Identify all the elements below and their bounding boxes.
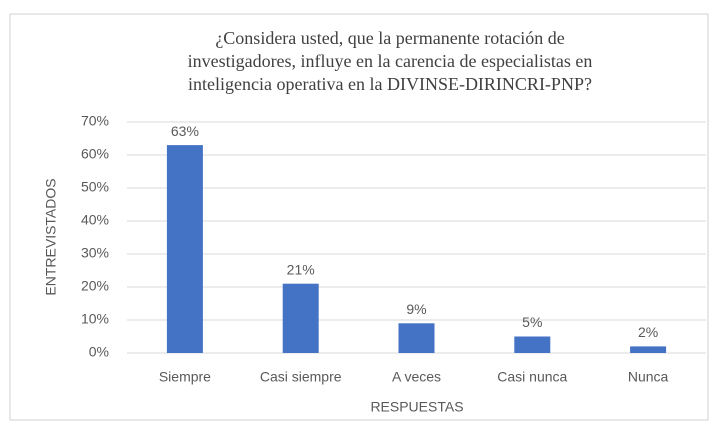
data-label: 2% [638,324,658,340]
y-tick-label: 70% [81,113,109,129]
bar [630,346,667,353]
bar [166,145,203,353]
x-tick-label: Nunca [628,369,669,385]
bar [282,283,319,353]
y-axis-label: ENTREVISTADOS [43,178,59,295]
y-tick-label: 40% [81,212,109,228]
x-tick-label: Casi siempre [260,369,342,385]
bar [514,336,551,353]
x-tick-label: A veces [392,369,441,385]
x-tick-label: Siempre [159,369,211,385]
data-label: 21% [287,261,315,277]
bar [398,323,435,353]
y-tick-label: 20% [81,278,109,294]
x-tick-label: Casi nunca [497,369,567,385]
data-label: 9% [406,301,426,317]
chart-title: ¿Considera usted, que la permanente rota… [215,28,564,48]
y-tick-label: 60% [81,146,109,162]
chart-frame [9,13,709,421]
data-label: 5% [522,314,542,330]
y-tick-label: 50% [81,179,109,195]
y-tick-label: 10% [81,311,109,327]
y-tick-label: 0% [89,344,109,360]
chart-title: inteligencia operativa en la DIVINSE-DIR… [188,74,592,94]
chart-title: investigadores, influye en la carencia d… [188,51,593,71]
y-tick-label: 30% [81,245,109,261]
data-label: 63% [171,123,199,139]
x-axis-label: RESPUESTAS [370,399,463,415]
